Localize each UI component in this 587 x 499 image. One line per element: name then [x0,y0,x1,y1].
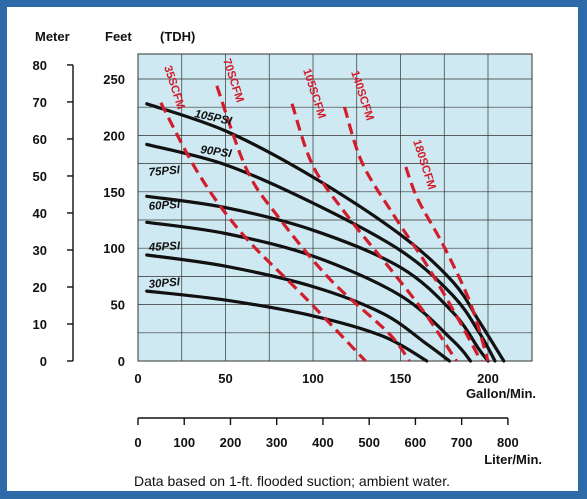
scfm-curves [159,85,490,363]
feet-tick-label: 100 [103,241,125,256]
scfm-curve-180scfm [404,166,490,362]
liter-tick-label: 500 [358,435,380,450]
liter-axis: 0 100 200 300 400 500 600 700 800 [134,417,519,450]
meter-tick-label: 10 [33,317,47,332]
liter-axis-label: Liter/Min. [484,452,542,467]
psi-curve-105psi [145,102,506,363]
feet-axis-header: Feet [105,29,132,44]
feet-tick-label: 250 [103,72,125,87]
feet-tick-label: 50 [111,298,125,313]
liter-tick-label: 300 [266,435,288,450]
meter-tick-label: 60 [33,132,47,147]
liter-tick-label: 0 [134,435,141,450]
psi-label-45psi: 45PSI [148,240,182,254]
pump-performance-chart: Meter Feet (TDH) 0 10 20 30 40 50 60 70 80 0 50 10… [33,29,542,489]
gallon-tick-label: 100 [302,371,324,386]
psi-label-75psi: 75PSI [148,164,181,179]
psi-curve-45psi [145,253,452,363]
psi-label-90psi: 90PSI [200,144,233,160]
gallon-tick-label: 200 [477,371,499,386]
psi-curve-90psi [145,142,497,363]
liter-tick-label: 400 [312,435,334,450]
meter-tick-label: 30 [33,243,47,258]
gallon-tick-labels: 0 50 100 150 200 [134,371,498,386]
scfm-curve-70scfm [215,85,411,362]
psi-label-60psi: 60PSI [148,199,181,213]
psi-curves [145,102,506,363]
chart-caption: Data based on 1-ft. flooded suction; amb… [134,473,450,489]
meter-tick-label: 80 [33,58,47,73]
gallon-tick-label: 0 [134,371,141,386]
liter-tick-label: 200 [220,435,242,450]
tdh-axis-header: (TDH) [160,29,195,44]
scfm-curve-35scfm [159,101,367,363]
liter-tick-label: 800 [497,435,519,450]
psi-curve-75psi [145,194,490,363]
meter-axis: 0 10 20 30 40 50 60 70 80 [33,58,74,369]
meter-tick-label: 40 [33,206,47,221]
gallon-tick-label: 50 [218,371,232,386]
chart-panel: Meter Feet (TDH) 0 10 20 30 40 50 60 70 80 0 50 10… [7,7,578,491]
feet-tick-label: 150 [103,185,125,200]
psi-curve-60psi [145,220,473,363]
gallon-tick-label: 150 [390,371,412,386]
liter-tick-label: 600 [405,435,427,450]
psi-label-30psi: 30PSI [148,276,181,291]
meter-axis-header: Meter [35,29,70,44]
plot-border [137,53,533,362]
feet-tick-labels: 0 50 100 150 200 250 [103,72,125,369]
liter-tick-label: 700 [451,435,473,450]
feet-tick-label: 200 [103,128,125,143]
gallon-axis-label: Gallon/Min. [466,386,536,401]
liter-tick-label: 100 [173,435,195,450]
meter-tick-label: 0 [40,354,47,369]
meter-tick-label: 50 [33,169,47,184]
scfm-curve-140scfm [342,106,483,362]
meter-tick-label: 70 [33,95,47,110]
meter-tick-label: 20 [33,280,47,295]
scfm-curve-105scfm [290,103,458,362]
feet-tick-label: 0 [118,354,125,369]
